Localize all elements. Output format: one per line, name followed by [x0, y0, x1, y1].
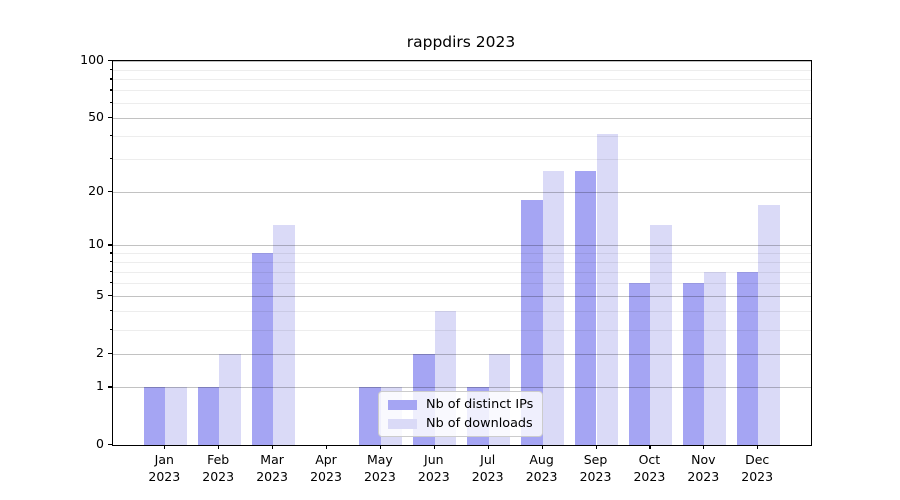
x-tick-mark	[326, 445, 328, 449]
y-minor-tick-mark	[109, 158, 112, 160]
bar-downloads-aug	[542, 170, 565, 445]
y-tick-label: 2	[96, 344, 104, 360]
x-tick-label: Mar 2023	[256, 452, 288, 484]
y-tick-mark	[108, 294, 112, 297]
x-tick-label: Nov 2023	[687, 452, 720, 484]
y-minor-tick-mark	[109, 310, 112, 312]
x-tick-label: Dec 2023	[741, 452, 774, 484]
legend-item-downloads: Nb of downloads	[388, 416, 533, 431]
y-minor-tick-mark	[109, 252, 112, 254]
y-tick-label: 50	[88, 108, 104, 124]
x-tick-mark	[595, 445, 597, 449]
y-minor-tick-mark	[109, 135, 112, 137]
x-tick-mark	[379, 445, 382, 449]
gridline-major	[113, 387, 811, 389]
gridline-minor	[113, 311, 811, 313]
y-tick-mark	[108, 352, 112, 354]
bar-downloads-feb	[219, 353, 241, 445]
gridline-minor	[113, 102, 811, 104]
y-minor-tick-mark	[109, 261, 112, 263]
gridline-minor	[113, 271, 811, 273]
y-tick-label: 10	[88, 236, 104, 252]
gridline-minor	[113, 136, 811, 137]
y-tick-mark	[108, 190, 112, 192]
gridline-minor	[113, 79, 811, 81]
gridline-minor	[113, 69, 811, 71]
bar-distinct-ips-dec	[736, 271, 759, 445]
gridline-major	[113, 353, 811, 355]
legend-label-downloads: Nb of downloads	[426, 416, 533, 431]
y-tick-mark	[108, 444, 112, 446]
y-minor-tick-mark	[109, 328, 112, 330]
x-tick-mark	[433, 445, 435, 449]
legend-swatch-downloads	[388, 418, 417, 429]
x-tick-mark	[218, 445, 220, 449]
x-tick-mark	[487, 445, 489, 449]
y-tick-mark	[108, 386, 112, 388]
gridline-minor	[113, 262, 811, 264]
bar-distinct-ips-may	[359, 387, 381, 445]
x-tick-label: Jun 2023	[417, 452, 450, 484]
bar-downloads-mar	[273, 225, 295, 445]
legend: Nb of distinct IPs Nb of downloads	[378, 391, 544, 437]
x-tick-mark	[272, 445, 274, 449]
gridline-major	[113, 295, 811, 297]
y-tick-mark	[108, 116, 112, 119]
x-tick-label: Jan 2023	[148, 452, 181, 484]
x-tick-label: Apr 2023	[310, 452, 342, 484]
y-minor-tick-mark	[109, 68, 112, 70]
chart-title: rappdirs 2023	[406, 33, 516, 51]
bar-downloads-nov	[704, 271, 726, 445]
bar-downloads-jan	[165, 387, 187, 445]
gridline-major	[113, 117, 811, 119]
bar-distinct-ips-oct	[628, 283, 651, 445]
x-tick-label: Oct 2023	[633, 452, 666, 484]
x-tick-label: Jul 2023	[471, 452, 504, 484]
bar-distinct-ips-sep	[574, 170, 597, 445]
gridline-minor	[113, 283, 811, 285]
legend-swatch-distinct-ips	[388, 399, 417, 410]
gridline-minor	[113, 90, 811, 92]
gridline-major	[113, 245, 811, 247]
y-minor-tick-mark	[109, 282, 112, 284]
legend-label-distinct-ips: Nb of distinct IPs	[426, 397, 534, 412]
y-tick-mark	[108, 244, 112, 246]
bar-distinct-ips-jan	[143, 387, 166, 445]
x-tick-mark	[541, 445, 543, 449]
y-tick-label: 100	[80, 52, 104, 67]
x-tick-mark	[649, 445, 651, 449]
y-tick-label: 1	[96, 378, 104, 394]
bar-distinct-ips-nov	[682, 283, 705, 445]
y-tick-label: 20	[88, 182, 104, 198]
y-minor-tick-mark	[109, 78, 112, 80]
x-tick-label: Sep 2023	[579, 452, 612, 484]
bar-distinct-ips-mar	[251, 253, 274, 445]
x-tick-mark	[757, 445, 759, 449]
y-tick-mark	[108, 60, 112, 62]
bar-downloads-dec	[758, 204, 780, 445]
gridline-major	[113, 191, 811, 193]
x-tick-mark	[164, 445, 166, 449]
y-tick-label: 5	[96, 286, 104, 302]
x-tick-label: Feb 2023	[202, 452, 235, 484]
y-tick-label: 0	[96, 436, 104, 451]
bar-downloads-sep	[596, 134, 619, 445]
gridline-minor	[113, 253, 811, 255]
bar-downloads-oct	[650, 225, 672, 445]
gridline-minor	[113, 329, 811, 331]
gridline-minor	[113, 159, 811, 161]
y-minor-tick-mark	[109, 89, 112, 91]
y-minor-tick-mark	[109, 101, 112, 104]
x-tick-label: May 2023	[363, 452, 396, 484]
x-tick-label: Aug 2023	[525, 452, 558, 484]
plot-area	[112, 60, 812, 446]
bar-distinct-ips-aug	[521, 200, 543, 445]
x-tick-mark	[703, 445, 705, 449]
gridline-major	[113, 61, 811, 62]
legend-item-distinct-ips: Nb of distinct IPs	[388, 397, 533, 412]
bar-distinct-ips-feb	[197, 387, 220, 445]
y-minor-tick-mark	[109, 270, 112, 273]
